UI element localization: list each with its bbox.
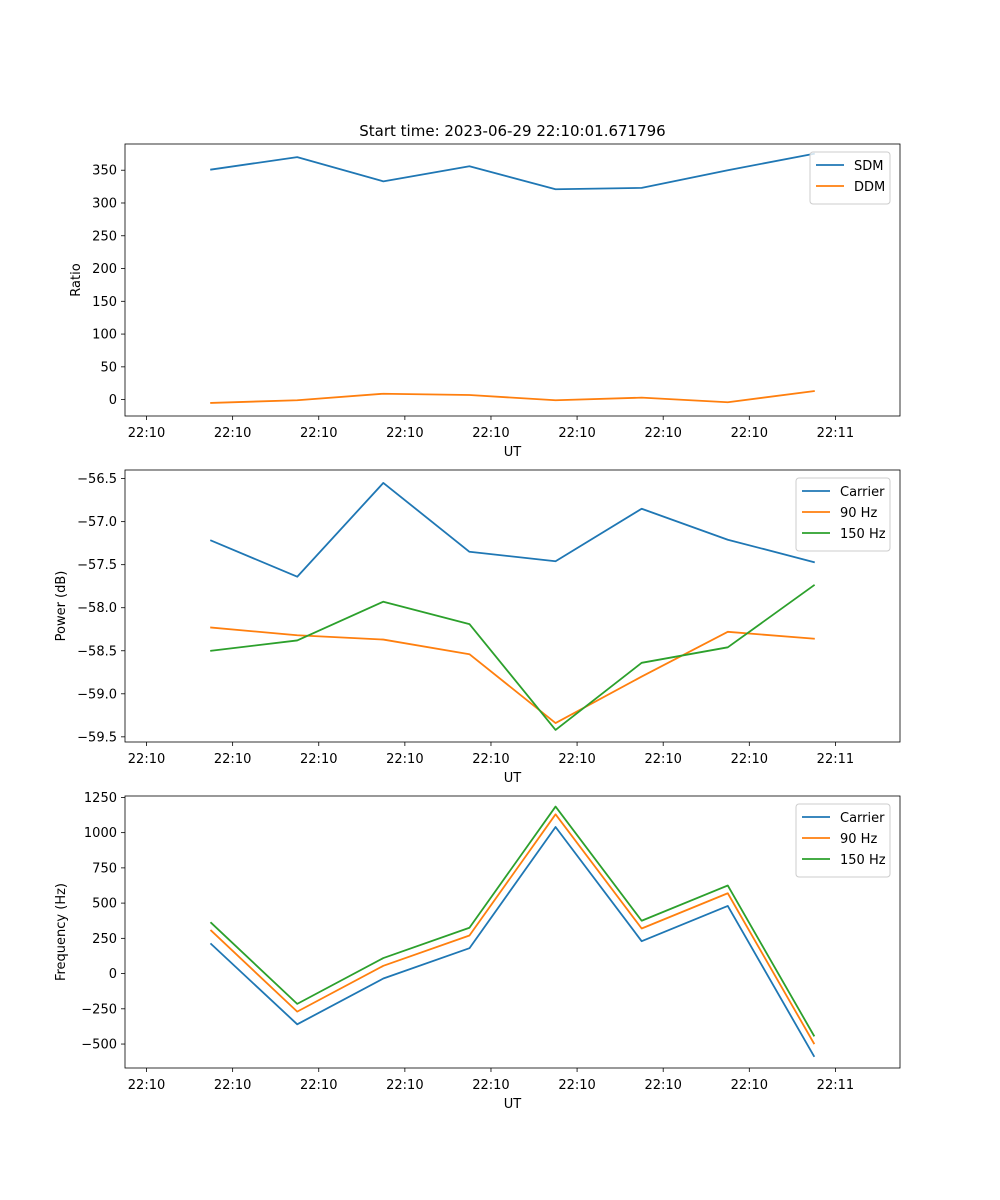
legend-label: Carrier: [840, 485, 885, 500]
y-tick-label: 1000: [84, 826, 117, 841]
x-tick-label: 22:10: [214, 752, 251, 767]
chart-panel-2: 22:10 22:10 22:10 22:10 22:10 22:10 22:10 22:10…: [54, 469, 901, 786]
y-tick-label: −500: [81, 1038, 117, 1053]
y-tick-label: −56.5: [77, 472, 117, 487]
y-tick-label: −57.5: [77, 558, 117, 573]
x-tick-label: 22:10: [472, 426, 509, 441]
legend-label: 150 Hz: [840, 527, 886, 542]
x-tick-label: 22:10: [472, 752, 509, 767]
series-line-carrier: [209, 826, 816, 1058]
x-axis-label: UT: [504, 1097, 522, 1112]
y-axis-label: Frequency (Hz): [54, 883, 69, 981]
legend-label: Carrier: [840, 811, 885, 826]
legend: Carrier 90 Hz 150 Hz: [795, 477, 891, 552]
y-tick-label: −59.0: [77, 687, 117, 702]
x-tick-label: 22:10: [644, 752, 681, 767]
y-tick-label: −59.5: [77, 730, 117, 745]
y-tick-label: 200: [92, 262, 117, 277]
y-tick-label: 150: [92, 295, 117, 310]
y-tick-label: 250: [92, 229, 117, 244]
x-tick-label: 22:10: [731, 752, 768, 767]
y-axis-label: Power (dB): [54, 571, 69, 642]
x-tick-label: 22:10: [472, 1078, 509, 1093]
x-tick-label: 22:10: [386, 752, 423, 767]
axes-frame: [124, 143, 901, 417]
x-tick-label: 22:10: [558, 752, 595, 767]
y-tick-label: −250: [81, 1002, 117, 1017]
y-tick-label: 500: [92, 897, 117, 912]
legend: Carrier 90 Hz 150 Hz: [795, 803, 891, 878]
series-line-90-hz: [209, 813, 816, 1045]
x-axis-label: UT: [504, 445, 522, 460]
legend-label: 90 Hz: [840, 506, 877, 521]
y-tick-label: 750: [92, 861, 117, 876]
x-tick-label: 22:11: [817, 752, 854, 767]
y-tick-label: −58.0: [77, 601, 117, 616]
chart-panel-1: 22:10 22:10 22:10 22:10 22:10 22:10 22:10 22:10…: [69, 143, 901, 460]
x-axis-label: UT: [504, 771, 522, 786]
figure-title: Start time: 2023-06-29 22:10:01.671796: [359, 122, 665, 140]
x-tick-label: 22:10: [300, 752, 337, 767]
legend-label: SDM: [854, 159, 883, 174]
y-tick-label: 0: [109, 967, 117, 982]
x-tick-label: 22:10: [128, 752, 165, 767]
x-tick-label: 22:10: [558, 426, 595, 441]
y-tick-label: −57.0: [77, 515, 117, 530]
series-line-carrier: [209, 482, 815, 578]
y-axis-label: Ratio: [69, 263, 84, 296]
x-tick-label: 22:10: [128, 426, 165, 441]
x-tick-label: 22:10: [558, 1078, 595, 1093]
legend-label: DDM: [854, 180, 885, 195]
x-tick-label: 22:10: [300, 1078, 337, 1093]
x-tick-label: 22:10: [644, 426, 681, 441]
legend-label: 90 Hz: [840, 832, 877, 847]
y-tick-label: −58.5: [77, 644, 117, 659]
y-tick-label: 350: [92, 164, 117, 179]
x-tick-label: 22:11: [817, 1078, 854, 1093]
legend: SDM DDM: [809, 151, 891, 205]
legend-label: 150 Hz: [840, 853, 886, 868]
x-tick-label: 22:10: [214, 1078, 251, 1093]
x-tick-label: 22:10: [731, 426, 768, 441]
x-tick-label: 22:11: [817, 426, 854, 441]
series-line-ddm: [210, 390, 815, 404]
series-line-150-hz: [209, 805, 816, 1037]
series-line-sdm: [210, 152, 815, 191]
y-tick-label: 50: [100, 360, 117, 375]
y-tick-label: 100: [92, 328, 117, 343]
y-tick-label: 300: [92, 196, 117, 211]
x-tick-label: 22:10: [386, 426, 423, 441]
series-line-90-hz: [210, 626, 815, 724]
x-tick-label: 22:10: [300, 426, 337, 441]
y-tick-label: 250: [92, 932, 117, 947]
x-tick-label: 22:10: [214, 426, 251, 441]
axes-frame: [124, 795, 901, 1069]
x-tick-label: 22:10: [644, 1078, 681, 1093]
axes-frame: [124, 469, 901, 743]
series-line-150-hz: [210, 584, 816, 731]
y-tick-label: 0: [109, 393, 117, 408]
x-tick-label: 22:10: [386, 1078, 423, 1093]
x-tick-label: 22:10: [731, 1078, 768, 1093]
chart-panel-3: 22:10 22:10 22:10 22:10 22:10 22:10 22:10 22:10…: [54, 791, 901, 1112]
x-tick-label: 22:10: [128, 1078, 165, 1093]
y-tick-label: 1250: [84, 791, 117, 806]
